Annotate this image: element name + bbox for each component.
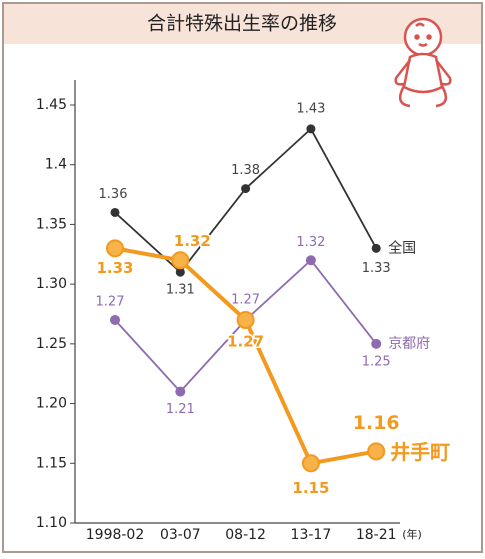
baby-icon (394, 17, 452, 108)
point (367, 442, 386, 461)
title-band (4, 4, 481, 44)
y-tick-label: 1.4 (45, 157, 67, 173)
point (175, 267, 185, 277)
y-tick-label: 1.30 (36, 276, 67, 292)
point (371, 243, 381, 253)
value-label: 1.27 (227, 332, 264, 350)
chart-title: 合計特殊出生率の推移 (147, 13, 337, 35)
x-tick-label: 18-21 (356, 527, 397, 543)
y-tick-label: 1.20 (36, 396, 67, 412)
point (306, 124, 316, 134)
y-tick-label: 1.25 (36, 336, 67, 352)
value-label: 1.43 (296, 101, 325, 116)
point (175, 386, 186, 397)
y-tick-label: 1.15 (36, 455, 67, 471)
point (305, 255, 316, 266)
value-label: 1.31 (166, 283, 195, 298)
y-tick-label: 1.35 (36, 216, 67, 232)
x-unit: (年) (402, 527, 422, 541)
value-label: 1.25 (362, 354, 391, 369)
value-label: 1.15 (292, 479, 329, 497)
value-label: 1.32 (296, 235, 325, 250)
value-label: 1.33 (96, 259, 133, 277)
y-tick-label: 1.45 (36, 97, 67, 113)
point (241, 184, 251, 194)
frame (2, 2, 483, 553)
series-name: 京都府 (388, 336, 430, 352)
x-tick-label: 13-17 (291, 527, 332, 543)
value-label: 1.33 (362, 261, 391, 276)
value-label: 1.27 (96, 294, 125, 309)
series-name: 井手町 (390, 440, 450, 464)
point (371, 338, 382, 349)
point (106, 239, 124, 258)
value-label: 1.38 (231, 163, 260, 178)
value-label: 1.27 (231, 292, 260, 307)
point (110, 207, 120, 217)
x-tick-label: 1998-02 (86, 527, 145, 543)
value-label: 1.36 (99, 187, 128, 202)
point (236, 310, 255, 329)
x-tick-label: 08-12 (225, 527, 266, 543)
series-name: 全国 (388, 239, 416, 256)
point (301, 454, 320, 473)
point (110, 314, 120, 325)
value-label: 1.21 (166, 402, 195, 417)
x-tick-label: 03-07 (160, 527, 201, 543)
point (171, 251, 190, 270)
y-tick-label: 1.10 (36, 515, 67, 531)
value-label: 1.32 (174, 232, 211, 250)
value-label: 1.16 (353, 412, 400, 434)
